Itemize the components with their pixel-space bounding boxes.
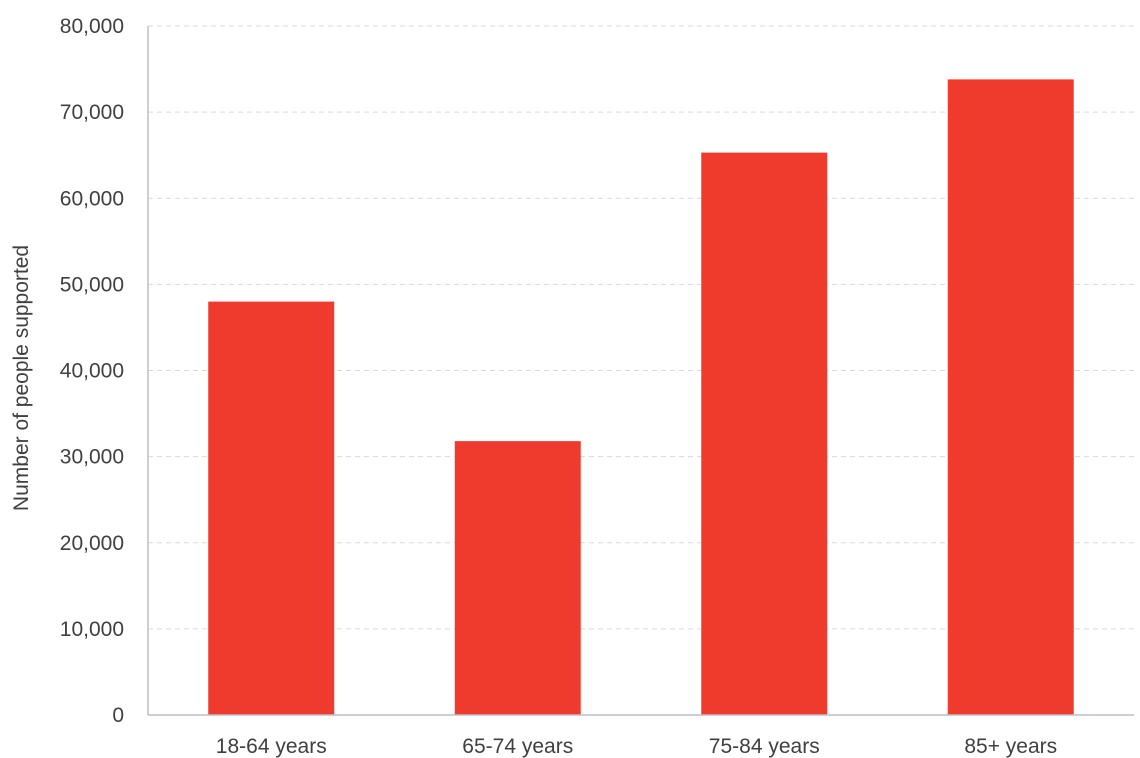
y-tick-label: 60,000: [60, 187, 124, 210]
axes: [147, 26, 1134, 716]
y-tick-label: 80,000: [60, 15, 124, 38]
y-tick-label: 50,000: [60, 273, 124, 296]
x-tick-label: 75-84 years: [709, 735, 820, 758]
y-tick-label: 10,000: [60, 618, 124, 641]
bar: [701, 152, 828, 715]
x-tick-label: 85+ years: [964, 735, 1057, 758]
y-tick-label: 20,000: [60, 532, 124, 555]
y-tick-label: 40,000: [60, 360, 124, 383]
y-tick-label: 70,000: [60, 101, 124, 124]
bar: [454, 441, 581, 715]
bar: [947, 79, 1074, 715]
y-tick-label: 0: [112, 704, 124, 727]
x-tick-label: 18-64 years: [216, 735, 327, 758]
y-tick-labels: 0 10,000 20,000 30,000 40,000 50,000 60,000 70,…: [60, 15, 124, 727]
y-axis-title: Number of people supported: [10, 245, 33, 511]
bars: [208, 79, 1074, 715]
x-tick-label: 65-74 years: [462, 735, 573, 758]
y-tick-label: 30,000: [60, 446, 124, 469]
x-tick-labels: 18-64 years 65-74 years 75-84 years 85+ yea…: [216, 735, 1057, 758]
bar: [208, 301, 335, 715]
